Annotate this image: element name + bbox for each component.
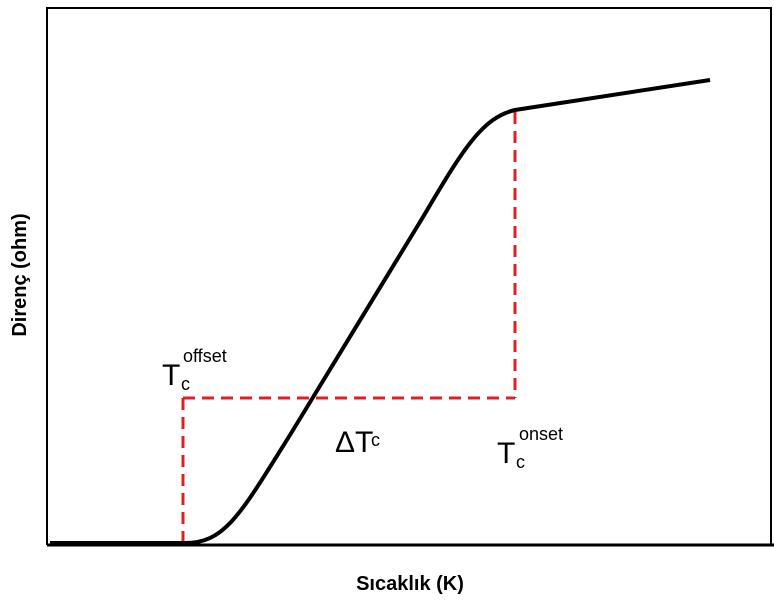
offset-main: T — [162, 359, 180, 392]
dashed-guides — [181, 112, 517, 545]
offset-sub: c — [181, 374, 190, 394]
frame — [46, 7, 772, 545]
onset-sub: c — [516, 452, 525, 472]
x-axis-label: Sıcaklık (K) — [356, 573, 464, 595]
offset-sup: offset — [183, 346, 227, 366]
delta-main: ΔT — [335, 426, 373, 459]
delta-sub: c — [371, 430, 380, 450]
y-axis-label: Direnç (ohm) — [9, 213, 31, 336]
onset-sup: onset — [519, 424, 563, 444]
resistance-curve — [50, 78, 711, 545]
onset-main: T — [497, 437, 515, 470]
